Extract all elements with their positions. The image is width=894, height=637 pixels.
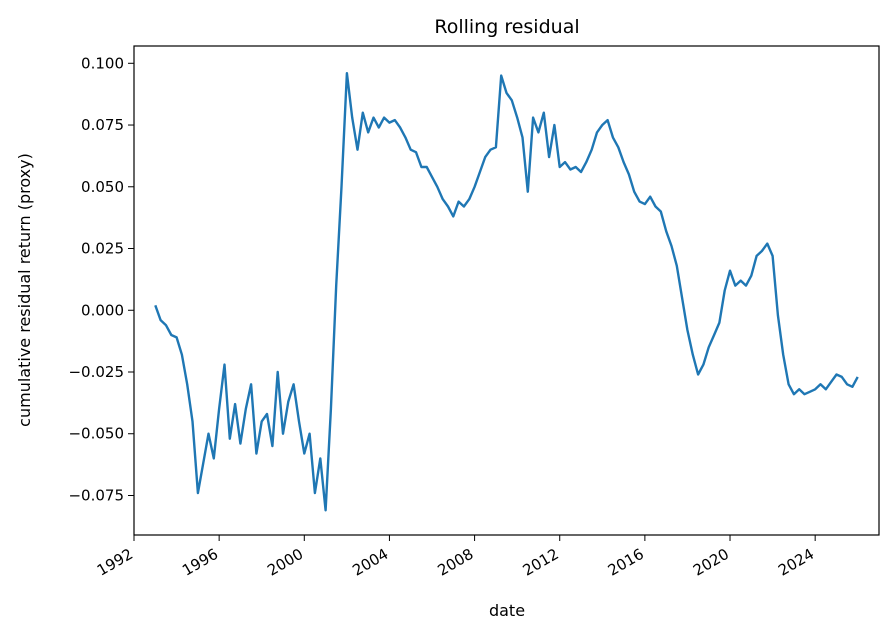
y-tick-label: 0.050 (81, 178, 124, 196)
y-tick-label: 0.000 (81, 301, 124, 319)
chart-title: Rolling residual (434, 16, 579, 38)
y-tick-label: 0.025 (81, 240, 124, 258)
plot-frame (133, 45, 880, 536)
y-tick-label: −0.050 (68, 425, 124, 443)
x-axis-label: date (489, 601, 525, 620)
series-layer (154, 72, 859, 512)
y-axis-label: cumulative residual return (proxy) (15, 153, 34, 427)
series-line-0 (154, 72, 859, 512)
y-tick-label: −0.025 (68, 363, 124, 381)
y-tick-label: −0.075 (68, 486, 124, 504)
y-tick-label: 0.100 (81, 54, 124, 72)
y-tick-label: 0.075 (81, 116, 124, 134)
y-axis: −0.075 −0.050 −0.025 0.000 0.025 0.050 0.075 0.… (68, 54, 134, 504)
